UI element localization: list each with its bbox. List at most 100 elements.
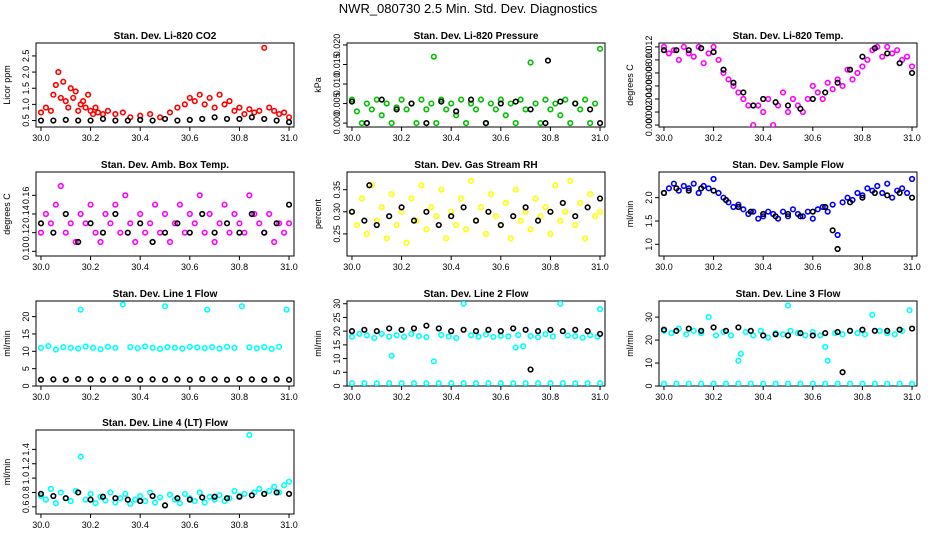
data-point-primary	[191, 220, 198, 227]
data-point-primary	[276, 343, 283, 350]
data-point-primary	[891, 331, 898, 338]
plot-frame	[346, 42, 606, 128]
data-point-flagged	[673, 185, 680, 192]
data-point-flagged	[497, 100, 504, 107]
data-point-primary	[82, 343, 89, 350]
data-point-primary	[181, 229, 188, 236]
data-point-primary	[577, 199, 584, 207]
data-point-primary	[388, 119, 395, 127]
data-point-primary	[884, 330, 891, 337]
data-point-primary	[680, 182, 687, 190]
data-point-primary	[720, 69, 727, 77]
data-point-flagged	[730, 79, 737, 86]
data-point-primary	[87, 490, 94, 497]
data-point-flagged	[363, 119, 370, 127]
data-point-primary	[423, 106, 430, 113]
data-point-primary	[353, 221, 361, 229]
data-point-baseline	[685, 380, 692, 386]
data-point-flagged	[149, 238, 156, 246]
data-point-primary	[132, 496, 139, 503]
data-point-flagged	[112, 495, 119, 502]
data-point-primary	[388, 191, 395, 198]
data-point-primary	[107, 489, 114, 496]
data-point-primary	[127, 500, 134, 508]
data-point-primary	[400, 333, 408, 340]
data-point-primary	[37, 492, 45, 500]
data-point-primary	[99, 110, 107, 118]
data-point-primary	[765, 334, 772, 341]
data-point-flagged	[572, 100, 579, 107]
y-tick-label: 10	[21, 346, 31, 356]
data-point-primary	[378, 112, 385, 119]
y-axis-label: ml/min	[625, 201, 635, 228]
data-point-flagged	[408, 100, 415, 107]
data-point-primary	[383, 235, 390, 242]
data-point-primary	[809, 215, 816, 222]
data-point-primary	[52, 500, 59, 507]
data-point-flagged	[137, 116, 144, 123]
data-point-primary	[408, 330, 415, 338]
data-point-primary	[492, 106, 499, 113]
data-point-flagged	[423, 322, 430, 329]
data-point-baseline	[510, 380, 517, 386]
data-point-flagged	[273, 376, 280, 383]
data-point-primary	[107, 220, 114, 227]
data-point-flagged	[50, 117, 57, 124]
data-point-primary	[216, 220, 223, 227]
data-point-flagged	[211, 229, 218, 236]
data-point-flagged	[174, 220, 181, 227]
data-point-primary	[161, 210, 169, 218]
y-tick-label: 0	[644, 383, 654, 388]
data-point-flagged	[559, 199, 566, 207]
data-point-primary	[72, 238, 79, 246]
data-point-primary	[876, 327, 883, 334]
data-point-baseline	[859, 380, 866, 386]
data-point-primary	[403, 106, 410, 113]
data-point-flagged	[199, 494, 206, 501]
data-point-flagged	[75, 375, 82, 383]
data-point-primary	[453, 334, 460, 342]
chart-panel-licor-temp: Stan. Dev. Li-820 Temp. degrees C 30.0 30.2…	[625, 31, 921, 143]
data-point-primary	[433, 119, 440, 127]
data-point-primary	[472, 106, 480, 113]
data-point-primary	[137, 210, 144, 218]
data-point-primary	[94, 109, 102, 116]
data-point-primary	[735, 201, 742, 208]
data-point-primary	[241, 490, 248, 497]
x-tick-label: 30.2	[705, 392, 723, 402]
data-point-primary	[358, 119, 365, 127]
data-point-primary	[804, 95, 811, 103]
y-tick-label: 30	[332, 299, 342, 309]
x-tick-label: 30.4	[131, 520, 149, 530]
y-tick-label: 0.008	[644, 62, 654, 85]
data-point-baseline	[497, 380, 504, 386]
data-point-primary	[784, 108, 792, 116]
y-axis-label: ml/min	[313, 330, 323, 357]
data-point-flagged	[809, 332, 816, 339]
x-tick-label: 30.2	[82, 392, 100, 402]
data-point-primary	[42, 496, 50, 503]
data-point-flagged	[735, 203, 742, 211]
data-point-flagged	[99, 493, 107, 500]
data-point-baseline	[698, 380, 705, 386]
data-point-primary	[371, 334, 378, 342]
x-tick-label: 30.4	[442, 392, 460, 402]
data-point-flagged	[557, 98, 564, 105]
data-point-flagged	[809, 95, 816, 103]
data-point-flagged	[510, 213, 517, 220]
data-point-primary	[393, 221, 400, 229]
x-tick-label: 30.0	[655, 392, 673, 402]
data-point-baseline	[735, 380, 742, 386]
data-point-flagged	[161, 376, 169, 383]
data-points	[660, 43, 916, 127]
y-tick-label: 0.010	[644, 49, 654, 72]
data-point-flagged	[236, 375, 243, 383]
data-point-flagged	[685, 47, 692, 54]
data-point-flagged	[542, 119, 549, 127]
x-tick-label: 30.2	[82, 262, 100, 272]
data-point-flagged	[112, 117, 119, 124]
data-point-primary	[675, 56, 682, 64]
data-point-primary	[869, 311, 876, 318]
data-point-primary	[730, 82, 737, 90]
